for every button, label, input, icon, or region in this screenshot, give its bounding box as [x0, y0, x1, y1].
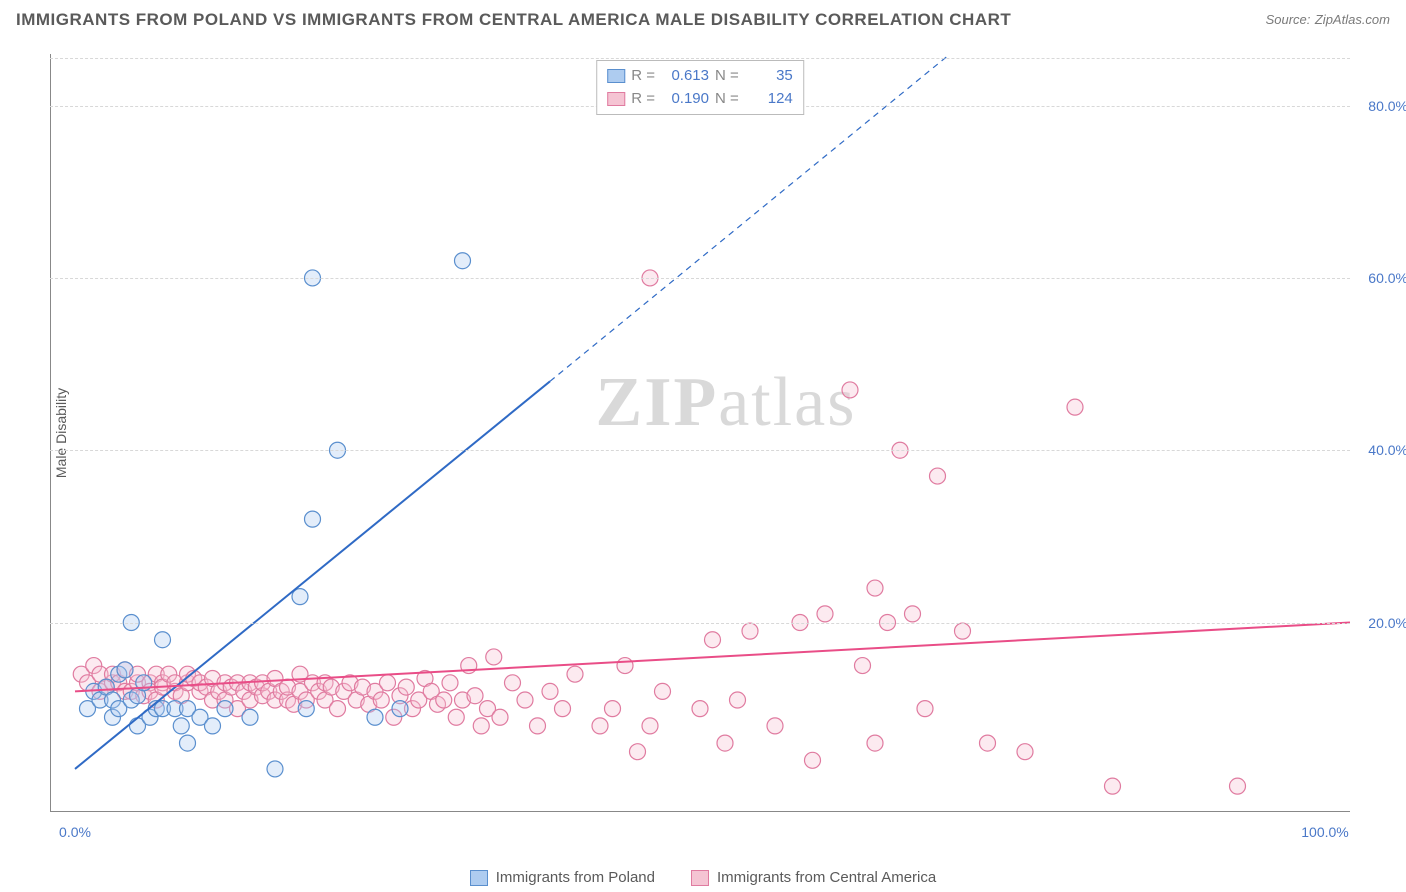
y-tick-label: 40.0% [1368, 442, 1406, 458]
data-point [592, 718, 608, 734]
stats-legend: R = 0.613 N = 35 R = 0.190 N = 124 [596, 60, 804, 115]
legend-item-1: Immigrants from Central America [691, 869, 936, 886]
r-label: R = [631, 88, 655, 111]
data-point [905, 606, 921, 622]
data-point [1017, 744, 1033, 760]
data-point [642, 718, 658, 734]
gridline [50, 450, 1350, 451]
r-value: 0.613 [661, 65, 709, 88]
data-point [442, 675, 458, 691]
data-point [217, 701, 233, 717]
data-point [392, 701, 408, 717]
y-axis-line [50, 54, 51, 812]
data-point [767, 718, 783, 734]
data-point [917, 701, 933, 717]
legend-swatch-icon [607, 92, 625, 106]
gridline [50, 623, 1350, 624]
y-tick-label: 20.0% [1368, 615, 1406, 631]
data-point [1105, 778, 1121, 794]
data-point [867, 580, 883, 596]
data-point [805, 752, 821, 768]
source-label: Source: [1266, 12, 1311, 27]
data-point [398, 679, 414, 695]
data-point [180, 735, 196, 751]
y-tick-label: 80.0% [1368, 98, 1406, 114]
data-point [842, 382, 858, 398]
legend-label: Immigrants from Central America [717, 869, 936, 886]
data-point [655, 683, 671, 699]
n-label: N = [715, 88, 739, 111]
data-point [605, 701, 621, 717]
data-point [505, 675, 521, 691]
data-point [692, 701, 708, 717]
legend-swatch-icon [691, 870, 709, 886]
data-point [467, 688, 483, 704]
data-point [155, 632, 171, 648]
scatter-plot [50, 54, 1350, 812]
series-legend: Immigrants from Poland Immigrants from C… [0, 869, 1406, 886]
data-point [205, 718, 221, 734]
data-point [567, 666, 583, 682]
data-point [980, 735, 996, 751]
gridline [50, 278, 1350, 279]
data-point [930, 468, 946, 484]
data-point [117, 662, 133, 678]
source-attribution: Source: ZipAtlas.com [1266, 11, 1390, 29]
data-point [1067, 399, 1083, 415]
data-point [730, 692, 746, 708]
data-point [855, 658, 871, 674]
chart-title: IMMIGRANTS FROM POLAND VS IMMIGRANTS FRO… [16, 10, 1011, 30]
stats-row-0: R = 0.613 N = 35 [607, 65, 793, 88]
data-point [330, 701, 346, 717]
data-point [717, 735, 733, 751]
legend-item-0: Immigrants from Poland [470, 869, 655, 886]
data-point [955, 623, 971, 639]
source-name: ZipAtlas.com [1315, 12, 1390, 27]
data-point [267, 761, 283, 777]
data-point [380, 675, 396, 691]
data-point [298, 701, 314, 717]
r-label: R = [631, 65, 655, 88]
data-point [742, 623, 758, 639]
data-point [373, 692, 389, 708]
r-value: 0.190 [661, 88, 709, 111]
x-tick-label: 0.0% [59, 824, 91, 840]
data-point [367, 709, 383, 725]
legend-swatch-icon [607, 69, 625, 83]
x-tick-label: 100.0% [1301, 824, 1348, 840]
data-point [173, 718, 189, 734]
legend-label: Immigrants from Poland [496, 869, 655, 886]
data-point [436, 692, 452, 708]
data-point [448, 709, 464, 725]
data-point [817, 606, 833, 622]
n-value: 35 [745, 65, 793, 88]
n-label: N = [715, 65, 739, 88]
data-point [486, 649, 502, 665]
n-value: 124 [745, 88, 793, 111]
data-point [492, 709, 508, 725]
x-axis-line [50, 811, 1350, 812]
legend-swatch-icon [470, 870, 488, 886]
data-point [542, 683, 558, 699]
chart-area: Male Disability ZIPatlas R = 0.613 N = 3… [50, 54, 1350, 812]
data-point [517, 692, 533, 708]
data-point [867, 735, 883, 751]
data-point [555, 701, 571, 717]
data-point [617, 658, 633, 674]
y-tick-label: 60.0% [1368, 270, 1406, 286]
stats-row-1: R = 0.190 N = 124 [607, 88, 793, 111]
data-point [305, 511, 321, 527]
data-point [473, 718, 489, 734]
data-point [455, 253, 471, 269]
data-point [705, 632, 721, 648]
data-point [630, 744, 646, 760]
gridline [50, 58, 1350, 59]
data-point [242, 709, 258, 725]
data-point [1230, 778, 1246, 794]
data-point [530, 718, 546, 734]
